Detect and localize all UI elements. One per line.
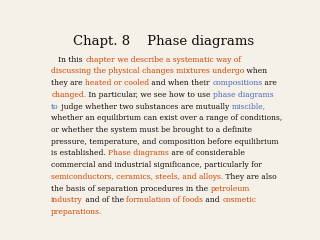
Text: They are also: They are also [223, 173, 277, 181]
Text: petroleum: petroleum [211, 185, 250, 193]
Text: judge whether two substances are mutually: judge whether two substances are mutuall… [59, 102, 231, 111]
Text: In this: In this [51, 56, 85, 64]
Text: whether an equilibrium can exist over a range of conditions,: whether an equilibrium can exist over a … [51, 114, 283, 122]
Text: is established.: is established. [51, 150, 108, 157]
Text: when: when [244, 67, 268, 75]
Text: discussing the physical changes mixtures undergo: discussing the physical changes mixtures… [51, 67, 244, 75]
Text: Chapt. 8    Phase diagrams: Chapt. 8 Phase diagrams [73, 35, 255, 48]
Text: we describe a systematic way of: we describe a systematic way of [115, 56, 241, 64]
Text: are: are [262, 79, 277, 87]
Text: they are: they are [51, 79, 85, 87]
Text: the basis of separation procedures in the: the basis of separation procedures in th… [51, 185, 211, 193]
Text: to: to [51, 102, 59, 111]
Text: pressure, temperature, and composition before equilibrium: pressure, temperature, and composition b… [51, 138, 279, 146]
Text: semiconductors, ceramics, steels, and alloys.: semiconductors, ceramics, steels, and al… [51, 173, 223, 181]
Text: cosmetic: cosmetic [222, 196, 256, 204]
Text: are of considerable: are of considerable [169, 150, 245, 157]
Text: formulation of foods: formulation of foods [126, 196, 204, 204]
Text: industry: industry [51, 196, 83, 204]
Text: preparations.: preparations. [51, 208, 102, 216]
Text: chapter: chapter [85, 56, 115, 64]
Text: In particular, we see how to use: In particular, we see how to use [86, 91, 213, 99]
Text: changed.: changed. [51, 91, 86, 99]
Text: miscible,: miscible, [231, 102, 266, 111]
Text: and of the: and of the [83, 196, 126, 204]
Text: phase diagrams: phase diagrams [213, 91, 274, 99]
Text: compositions: compositions [212, 79, 262, 87]
Text: commercial and industrial significance, particularly for: commercial and industrial significance, … [51, 161, 262, 169]
Text: or whether the system must be brought to a definite: or whether the system must be brought to… [51, 126, 252, 134]
Text: and: and [204, 196, 222, 204]
Text: heated or cooled: heated or cooled [85, 79, 149, 87]
Text: Phase diagrams: Phase diagrams [108, 150, 169, 157]
Text: and when their: and when their [149, 79, 212, 87]
